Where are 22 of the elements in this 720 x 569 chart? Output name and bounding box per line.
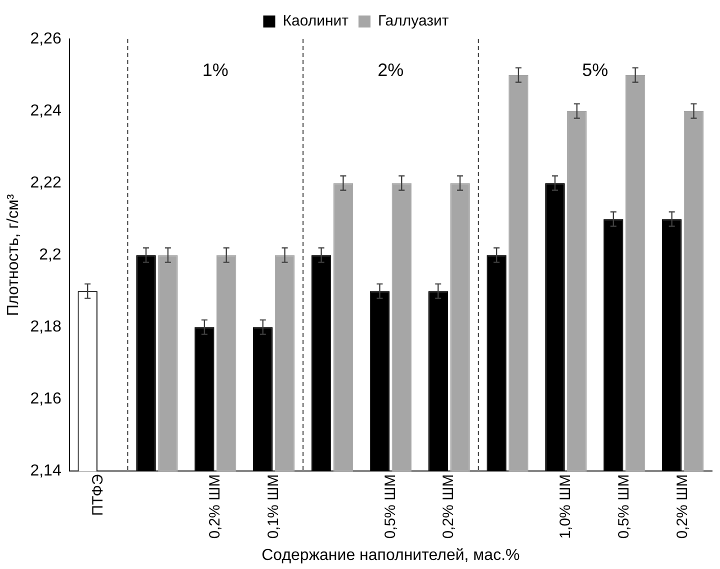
x-axis-title: Содержание наполнителей, мас.% [262, 546, 520, 564]
y-tick-label: 2,26 [30, 30, 62, 48]
x-tick-label: 1,0% ШМ [557, 474, 574, 539]
x-tick-label: 0,2% ШМ [440, 474, 458, 539]
y-axis-title: Плотность, г/см³ [5, 194, 22, 316]
annotation: 2% [378, 60, 404, 80]
legend-label: Галлуазит [378, 12, 449, 30]
x-tick-label: 0,2% ШМ [674, 474, 691, 539]
x-tick-label: 0,2% ШМ [206, 474, 224, 539]
x-tick-label: ПТФЭ [90, 474, 107, 516]
annotation: 1% [202, 60, 228, 80]
x-tick-label: 0,5% ШМ [382, 474, 399, 539]
y-tick-label: 2,24 [30, 102, 62, 120]
y-tick-label: 2,14 [30, 462, 62, 480]
x-tick-label: 0,5% ШМ [616, 474, 633, 539]
y-tick-label: 2,22 [30, 174, 62, 192]
x-tick-label: 0,1% ШМ [264, 474, 282, 539]
y-tick-label: 2,16 [30, 390, 62, 408]
y-tick-label: 2,2 [39, 246, 62, 264]
y-tick-label: 2,18 [30, 318, 62, 336]
annotation: 5% [582, 60, 608, 80]
legend-label: Каолинит [282, 12, 349, 30]
